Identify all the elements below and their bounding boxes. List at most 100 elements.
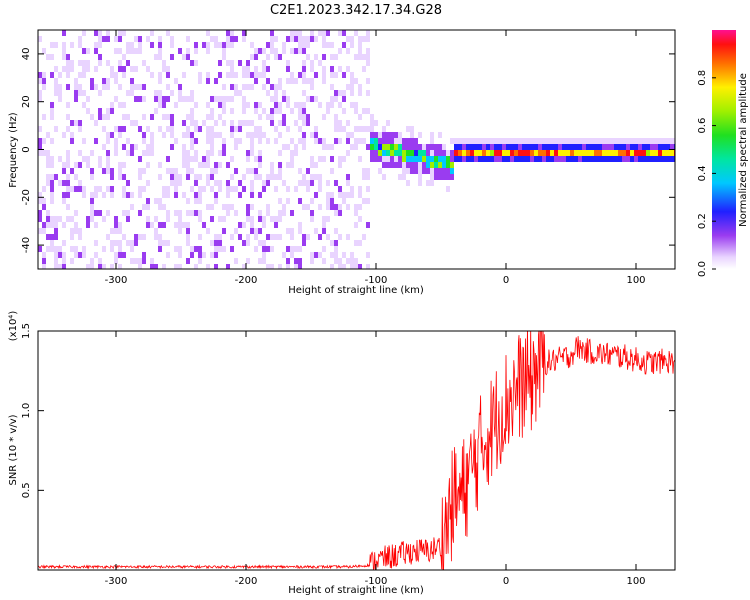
heatmap-cell bbox=[70, 66, 74, 72]
heatmap-cell bbox=[314, 174, 318, 180]
heatmap-cell bbox=[350, 54, 354, 60]
heatmap-cell bbox=[54, 234, 58, 240]
heatmap-cell bbox=[614, 150, 618, 156]
heatmap-cell bbox=[54, 174, 58, 180]
heatmap-cell bbox=[106, 234, 110, 240]
heatmap-cell bbox=[254, 132, 258, 138]
heatmap-cell bbox=[146, 84, 150, 90]
heatmap-cell bbox=[174, 150, 178, 156]
heatmap-cell bbox=[318, 54, 322, 60]
heatmap-cell bbox=[62, 90, 66, 96]
heatmap-cell bbox=[202, 204, 206, 210]
heatmap-cell bbox=[62, 228, 66, 234]
heatmap-cell bbox=[138, 144, 142, 150]
heatmap-cell bbox=[474, 138, 478, 144]
heatmap-cell bbox=[378, 132, 382, 138]
heatmap-cell bbox=[278, 234, 282, 240]
heatmap-cell bbox=[42, 222, 46, 228]
heatmap-cell bbox=[346, 174, 350, 180]
heatmap-cell bbox=[266, 174, 270, 180]
heatmap-cell bbox=[278, 120, 282, 126]
heatmap-cell bbox=[298, 102, 302, 108]
heatmap-cell bbox=[90, 126, 94, 132]
heatmap-cell bbox=[210, 246, 214, 252]
heatmap-cell bbox=[70, 132, 74, 138]
heatmap-cell bbox=[154, 138, 158, 144]
heatmap-cell bbox=[270, 66, 274, 72]
heatmap-cell bbox=[150, 30, 154, 36]
heatmap-cell bbox=[358, 114, 362, 120]
heatmap-cell bbox=[98, 168, 102, 174]
heatmap-cell bbox=[142, 114, 146, 120]
heatmap-cell bbox=[166, 156, 170, 162]
heatmap-cell bbox=[234, 258, 238, 264]
heatmap-cell bbox=[242, 264, 246, 269]
heatmap-cell bbox=[450, 156, 454, 162]
heatmap-cell bbox=[290, 36, 294, 42]
heatmap-cell bbox=[226, 66, 230, 72]
heatmap-cell bbox=[194, 192, 198, 198]
heatmap-cell bbox=[366, 168, 370, 174]
heatmap-cell bbox=[258, 198, 262, 204]
heatmap-cell bbox=[254, 174, 258, 180]
heatmap-cell bbox=[66, 72, 70, 78]
heatmap-cell bbox=[86, 96, 90, 102]
heatmap-cell bbox=[286, 78, 290, 84]
heatmap-cell bbox=[638, 150, 642, 156]
heatmap-cell bbox=[238, 60, 242, 66]
heatmap-cell bbox=[222, 120, 226, 126]
heatmap-cell bbox=[266, 204, 270, 210]
heatmap-cell bbox=[626, 138, 630, 144]
heatmap-cell bbox=[286, 144, 290, 150]
heatmap-cell bbox=[170, 186, 174, 192]
heatmap-cell bbox=[342, 222, 346, 228]
heatmap-cell bbox=[178, 198, 182, 204]
heatmap-cell bbox=[286, 126, 290, 132]
heatmap-cell bbox=[194, 60, 198, 66]
heatmap-cell bbox=[274, 150, 278, 156]
heatmap-cell bbox=[218, 222, 222, 228]
heatmap-cell bbox=[182, 144, 186, 150]
heatmap-cell bbox=[142, 138, 146, 144]
heatmap-cell bbox=[162, 186, 166, 192]
heatmap-cell bbox=[46, 180, 50, 186]
heatmap-cell bbox=[298, 192, 302, 198]
heatmap-cell bbox=[326, 180, 330, 186]
heatmap-cell bbox=[90, 222, 94, 228]
heatmap-cell bbox=[422, 150, 426, 156]
heatmap-cell bbox=[254, 72, 258, 78]
heatmap-cell bbox=[486, 138, 490, 144]
heatmap-cell bbox=[174, 60, 178, 66]
heatmap-cell bbox=[182, 216, 186, 222]
heatmap-cell bbox=[250, 48, 254, 54]
heatmap-cell bbox=[38, 72, 42, 78]
heatmap-cell bbox=[402, 174, 406, 180]
heatmap-cell bbox=[326, 84, 330, 90]
heatmap-cell bbox=[286, 132, 290, 138]
heatmap-cell bbox=[290, 78, 294, 84]
heatmap-cell bbox=[278, 84, 282, 90]
heatmap-cell bbox=[654, 138, 658, 144]
heatmap-cell bbox=[174, 234, 178, 240]
heatmap-cell bbox=[106, 228, 110, 234]
heatmap-cell bbox=[162, 210, 166, 216]
heatmap-cell bbox=[106, 258, 110, 264]
heatmap-cell bbox=[230, 216, 234, 222]
heatmap-cell bbox=[634, 150, 638, 156]
heatmap-cell bbox=[146, 60, 150, 66]
heatmap-cell bbox=[54, 96, 58, 102]
heatmap-cell bbox=[130, 162, 134, 168]
heatmap-cell bbox=[202, 180, 206, 186]
heatmap-cell bbox=[314, 138, 318, 144]
heatmap-cell bbox=[430, 144, 434, 150]
heatmap-cell bbox=[182, 150, 186, 156]
heatmap-cell bbox=[102, 168, 106, 174]
heatmap-cell bbox=[302, 156, 306, 162]
heatmap-cell bbox=[106, 78, 110, 84]
heatmap-cell bbox=[246, 186, 250, 192]
heatmap-cell bbox=[82, 42, 86, 48]
heatmap-cell bbox=[290, 90, 294, 96]
heatmap-cell bbox=[62, 144, 66, 150]
heatmap-cell bbox=[114, 78, 118, 84]
heatmap-cell bbox=[198, 144, 202, 150]
